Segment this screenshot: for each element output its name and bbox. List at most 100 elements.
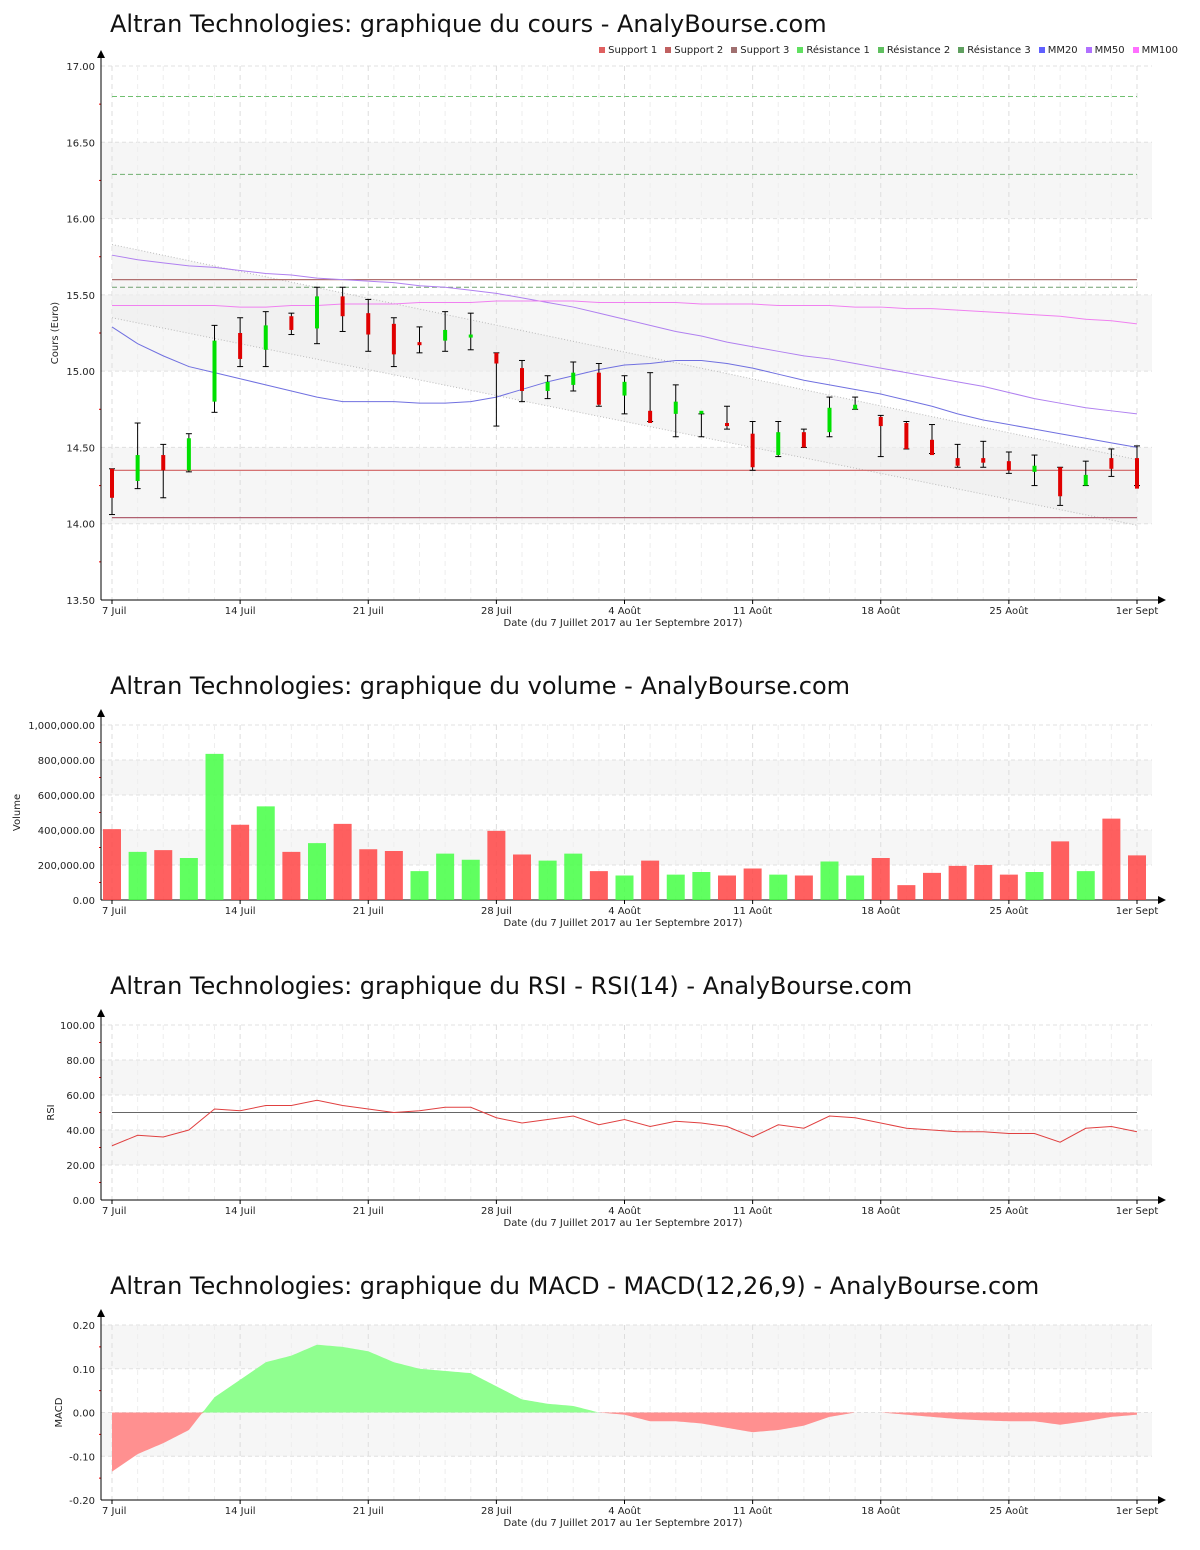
x-tick-label: 25 Août [989,1205,1028,1217]
candlestick [621,375,628,415]
y-axis-title: RSI [46,1104,57,1120]
price-legend: Support 1 Support 2 Support 3 Résistance 1 R… [599,45,1178,56]
volume-bar [359,849,378,900]
volume-bar [794,875,813,900]
x-tick-label: 11 Août [733,905,772,917]
x-tick-label: 7 Juil [102,1206,126,1217]
x-axis-arrow-icon [1158,896,1166,904]
x-tick-label: 25 Août [989,905,1028,917]
x-tick-label: 14 Juil [225,1206,256,1217]
legend-label: Résistance 3 [967,45,1031,56]
legend-swatch-icon [877,47,884,53]
y-axis-title: MACD [54,1397,65,1427]
candlestick [134,422,141,490]
y-axis-title: Cours (Euro) [50,302,61,365]
x-tick-label: 25 Août [989,1505,1028,1517]
candlestick [800,428,807,448]
x-tick-label: 4 Août [608,1505,641,1517]
y-tick-label: 100.00 [60,1021,95,1032]
legend-swatch-icon [599,47,606,53]
candlestick [698,410,705,438]
legend-item: MM50 [1085,45,1125,56]
y-axis-arrow-icon [97,50,105,58]
x-axis-arrow-icon [1158,596,1166,604]
volume-bar [308,843,326,900]
x-tick-label: 28 Juil [481,906,512,917]
macd-chart: -0.20 -0.10 0.00 0.10 0.20 7 Juil 14 Juil 21 Ju… [54,1309,1166,1529]
candlestick [493,352,500,427]
volume-bar [436,853,455,900]
rsi-line [111,1099,1138,1147]
candlestick [467,312,474,351]
x-tick-label: 7 Juil [102,906,126,917]
candlestick [314,286,320,345]
y-tick-label: 17.00 [66,62,95,73]
legend-swatch-icon [958,47,965,53]
volume-bar [538,860,557,900]
y-tick-label: 800,000.00 [38,756,95,767]
x-tick-label: 7 Juil [102,606,126,617]
x-tick-label: 14 Juil [225,606,256,617]
y-tick-label: 400,000.00 [38,826,95,837]
y-axis-arrow-icon [97,1309,105,1317]
y-tick-label: 80.00 [66,1056,95,1067]
volume-bar [461,859,480,900]
x-tick-label: 21 Juil [353,606,384,617]
rsi-chart: 0.00 20.00 40.00 60.00 80.00 100.00 7 Juil 14 J… [46,1009,1166,1229]
volume-bar [205,753,224,900]
legend-swatch-icon [1132,47,1139,53]
candlestick [390,317,397,368]
volume-bar [641,860,660,900]
y-tick-label: -0.20 [69,1496,95,1507]
volume-bar [513,854,531,900]
x-tick-label: 18 Août [861,605,900,617]
candlestick [877,414,884,458]
candlestick [211,324,218,413]
x-tick-label: 11 Août [733,605,772,617]
y-tick-label: 60.00 [66,1091,95,1102]
volume-bar [333,823,352,900]
candlestick [544,375,551,400]
candlestick [160,443,167,499]
candlestick [826,396,833,438]
candlestick [288,312,295,336]
price-chart-title: Altran Technologies: graphique du cours … [110,10,827,38]
x-tick-label: 25 Août [989,605,1028,617]
volume-bar [487,830,506,900]
candlestick [1031,454,1038,487]
legend-label: MM20 [1047,45,1078,56]
candlestick [595,363,602,407]
macd-chart-title: Altran Technologies: graphique du MACD -… [110,1272,1040,1300]
x-tick-label: 18 Août [861,1205,900,1217]
candlestick [980,440,987,468]
volume-bar [871,858,890,900]
candlestick [570,361,577,392]
candlestick [749,420,756,471]
y-axis-title: Volume [12,794,23,831]
y-tick-label: 20.00 [66,1161,95,1172]
x-tick-label: 11 Août [733,1205,772,1217]
y-tick-label: 15.50 [66,291,95,302]
legend-item: Résistance 2 [877,45,950,56]
moving-average-line [112,300,1138,325]
y-axis-arrow-icon [97,1009,105,1017]
moving-average-line [111,326,1138,448]
volume-bar [256,806,275,900]
volume-bar [179,858,198,900]
x-tick-label: 1er Sept [1116,906,1159,917]
x-tick-label: 21 Juil [353,1506,384,1517]
candlestick [262,311,269,368]
candlestick [1134,445,1140,489]
candlestick [775,420,782,458]
legend-item: Support 1 [599,45,657,56]
volume-bar [410,871,429,900]
legend-item: Résistance 1 [797,45,870,56]
volume-bar [564,853,583,900]
volume-bar [1076,871,1095,900]
y-tick-label: 600,000.00 [38,791,95,802]
volume-bar [999,874,1018,900]
x-tick-label: 4 Août [608,1205,641,1217]
x-axis-title: Date (du 7 Juillet 2017 au 1er Septembre… [504,618,743,629]
legend-swatch-icon [731,47,738,53]
y-tick-label: 40.00 [66,1126,95,1137]
